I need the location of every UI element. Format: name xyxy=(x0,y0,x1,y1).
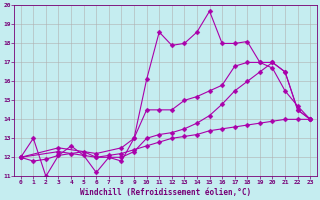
X-axis label: Windchill (Refroidissement éolien,°C): Windchill (Refroidissement éolien,°C) xyxy=(80,188,251,197)
